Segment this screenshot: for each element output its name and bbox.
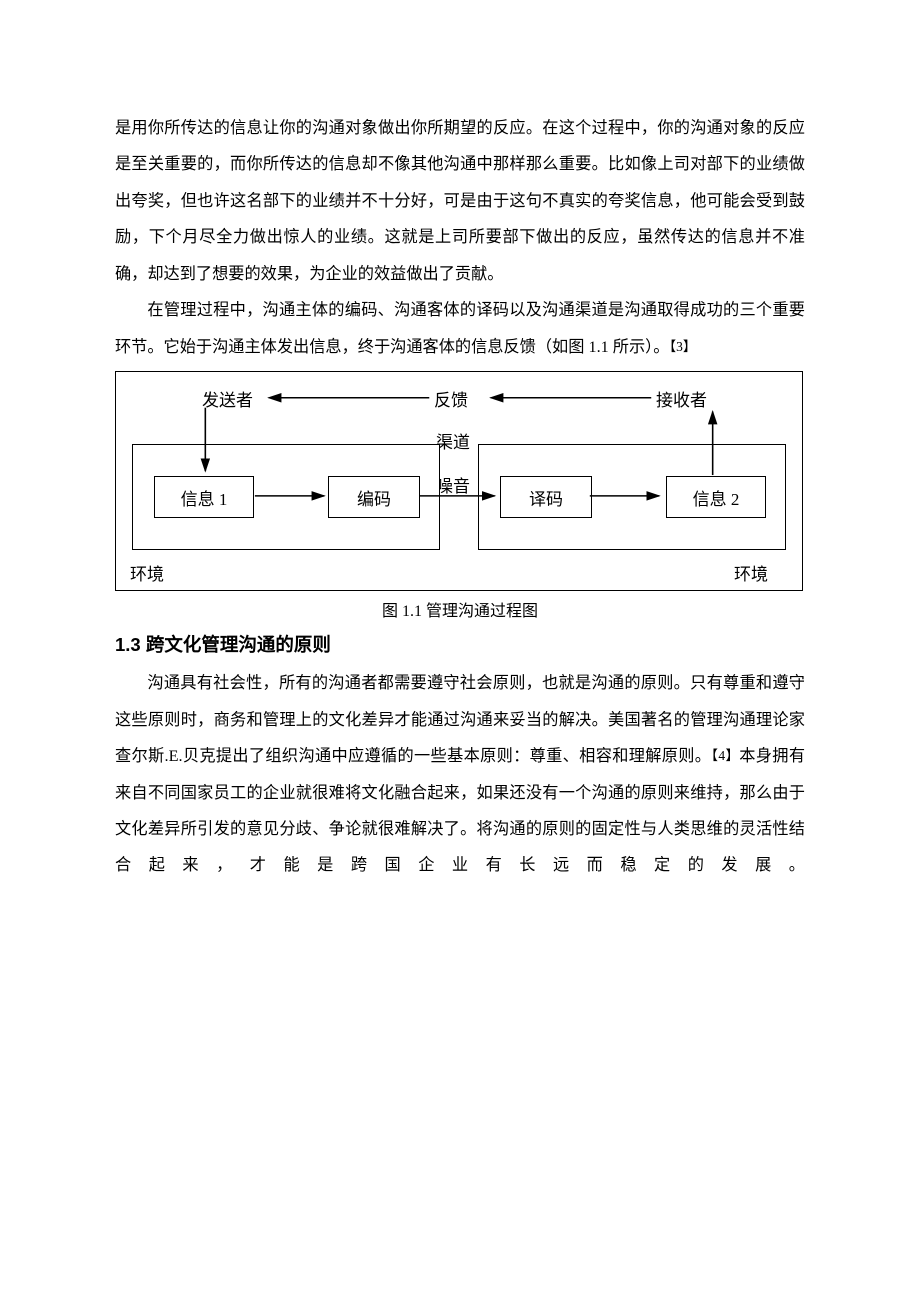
box-info2: 信息 2 (666, 476, 766, 518)
paragraph-3-post: 本身拥有来自不同国家员工的企业就很难将文化融合起来，如果还没有一个沟通的原则来维… (115, 747, 805, 874)
box-encode-label: 编码 (357, 485, 391, 510)
paragraph-2-text: 在管理过程中，沟通主体的编码、沟通客体的译码以及沟通渠道是沟通取得成功的三个重要… (115, 301, 805, 355)
box-info1-label: 信息 1 (181, 485, 228, 510)
diagram-container: 发送者 反馈 接收者 渠道 噪音 信息 1 编码 译码 信息 2 环境 环境 (115, 371, 803, 591)
label-feedback: 反馈 (434, 386, 468, 411)
label-env-left: 环境 (130, 560, 164, 585)
label-env-right: 环境 (734, 560, 768, 585)
figure-caption: 图 1.1 管理沟通过程图 (115, 597, 805, 621)
box-encode: 编码 (328, 476, 420, 518)
paragraph-1: 是用你所传达的信息让你的沟通对象做出你所期望的反应。在这个过程中，你的沟通对象的… (115, 110, 805, 292)
label-noise: 噪音 (436, 472, 470, 497)
paragraph-3: 沟通具有社会性，所有的沟通者都需要遵守社会原则，也就是沟通的原则。只有尊重和遵守… (115, 665, 805, 884)
communication-diagram: 发送者 反馈 接收者 渠道 噪音 信息 1 编码 译码 信息 2 环境 环境 (115, 371, 803, 591)
reference-3: 【3】 (669, 339, 696, 354)
paragraph-3-pre: 沟通具有社会性，所有的沟通者都需要遵守社会原则，也就是沟通的原则。只有尊重和遵守… (115, 674, 805, 765)
label-sender: 发送者 (202, 386, 253, 411)
label-receiver: 接收者 (656, 386, 707, 411)
paragraph-2: 在管理过程中，沟通主体的编码、沟通客体的译码以及沟通渠道是沟通取得成功的三个重要… (115, 292, 805, 365)
section-heading: 1.3 跨文化管理沟通的原则 (115, 631, 805, 657)
page: 是用你所传达的信息让你的沟通对象做出你所期望的反应。在这个过程中，你的沟通对象的… (0, 0, 920, 1302)
box-info2-label: 信息 2 (693, 485, 740, 510)
reference-4: 【4】 (711, 748, 739, 763)
box-decode: 译码 (500, 476, 592, 518)
box-decode-label: 译码 (529, 485, 563, 510)
label-channel: 渠道 (436, 428, 470, 453)
box-info1: 信息 1 (154, 476, 254, 518)
